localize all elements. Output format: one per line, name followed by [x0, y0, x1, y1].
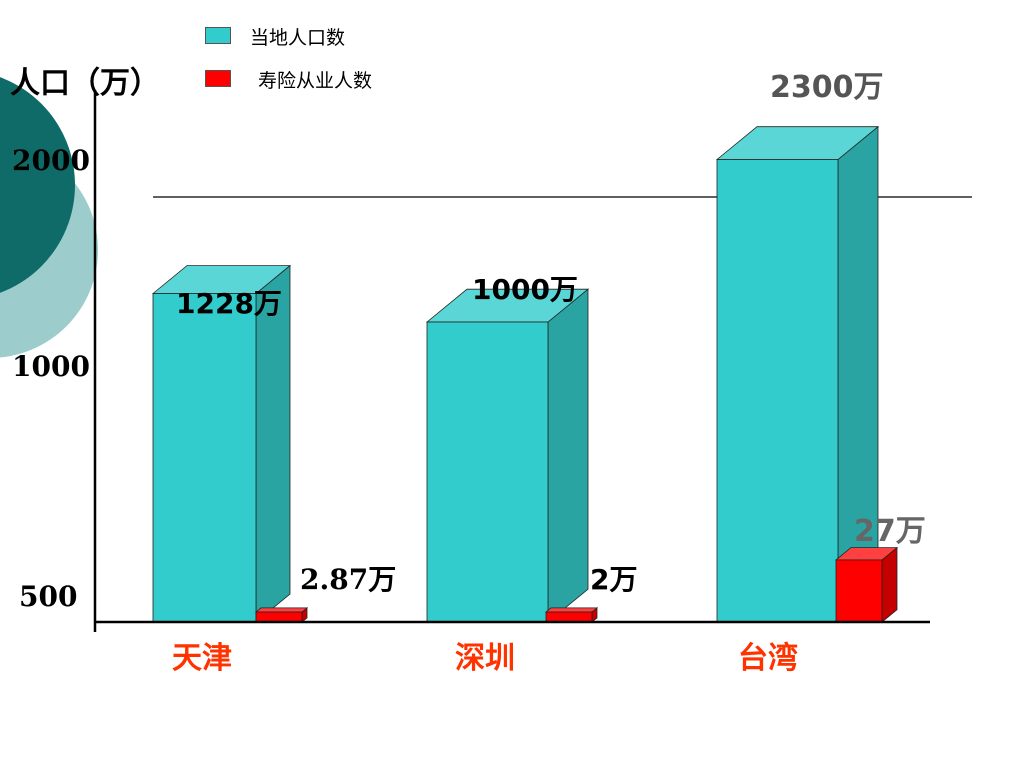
data-label-population-shenzhen: 1000万: [472, 273, 578, 306]
data-label-population-tianjin: 1228万: [176, 287, 282, 320]
data-label-population-taiwan: 2300万: [770, 70, 884, 105]
y-tick-1000: 1000: [12, 350, 90, 383]
bar-insurance-tianjin-top: [254, 607, 309, 613]
category-label-taiwan: 台湾: [738, 641, 798, 676]
bar-insurance-shenzhen-top: [544, 607, 599, 613]
legend-swatch-population: [205, 27, 231, 44]
y-tick-500: 500: [19, 580, 78, 613]
bar-insurance-shenzhen: [545, 611, 593, 623]
bar-population-shenzhen: [426, 321, 549, 623]
category-label-shenzhen: 深圳: [455, 641, 515, 676]
legend-label-population: 当地人口数: [250, 27, 346, 49]
bar-population-tianjin: [152, 293, 257, 623]
bar-population-taiwan: [716, 159, 839, 623]
y-tick-2000: 2000: [12, 144, 90, 177]
bar-insurance-tianjin: [255, 611, 303, 623]
data-label-insurance-shenzhen: 2万: [590, 563, 638, 596]
bar-population-shenzhen-side: [547, 288, 589, 623]
y-axis-label: 人口（万）: [10, 66, 160, 101]
bar-insurance-taiwan-side: [881, 546, 898, 623]
deco-circle-dark: [0, 77, 75, 293]
data-label-insurance-taiwan: 27万: [854, 514, 926, 549]
legend-label-insurance: 寿险从业人数: [258, 70, 373, 92]
bar-insurance-taiwan: [835, 559, 883, 623]
data-label-insurance-tianjin: 2.87万: [300, 563, 397, 596]
decorative-circles: [0, 77, 98, 358]
category-label-tianjin: 天津: [172, 641, 232, 676]
legend-swatch-insurance: [205, 70, 231, 87]
